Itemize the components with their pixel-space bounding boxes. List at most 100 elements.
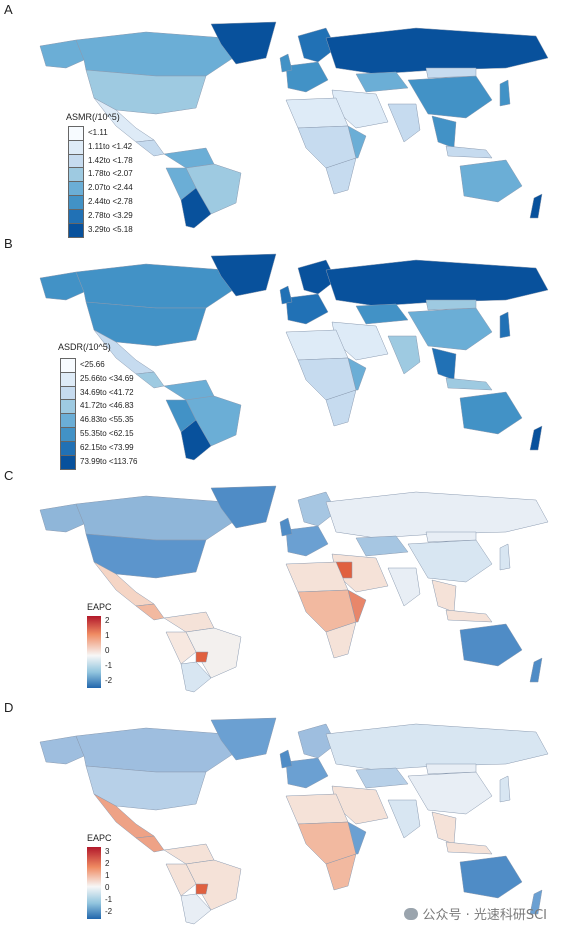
india xyxy=(387,567,421,607)
uk xyxy=(279,53,293,73)
legend-swatch xyxy=(68,222,84,238)
southern-africa xyxy=(325,853,357,891)
southeast-asia xyxy=(431,811,457,845)
legend-swatch xyxy=(60,413,76,429)
east-africa xyxy=(347,821,367,855)
legend-label: 46.83to <55.35 xyxy=(80,415,134,425)
argentina xyxy=(180,661,212,693)
kazakhstan xyxy=(355,535,409,557)
legend-title: EAPC xyxy=(87,602,112,612)
legend-label: 62.15to <73.99 xyxy=(80,442,134,452)
uk xyxy=(279,517,293,537)
legend-swatch xyxy=(68,167,84,183)
china xyxy=(407,771,493,815)
canada xyxy=(75,495,237,541)
alaska xyxy=(39,271,85,301)
mongolia xyxy=(425,299,477,311)
legend-swatch xyxy=(60,454,76,470)
legend-swatch xyxy=(60,399,76,415)
legend-label: 34.69to <41.72 xyxy=(80,387,134,397)
russia xyxy=(325,27,549,75)
africa xyxy=(285,97,367,195)
legend-tick: 0 xyxy=(105,646,110,655)
panel-c: C EAPC 2 1 0 -1 -2 xyxy=(0,464,561,696)
legend-swatch xyxy=(60,371,76,387)
western-europe xyxy=(285,757,329,789)
color-gradient-bar xyxy=(87,616,101,688)
panel-label: D xyxy=(4,700,14,715)
legend-swatch xyxy=(60,427,76,442)
japan xyxy=(499,311,511,339)
western-europe xyxy=(285,525,329,557)
new-zealand xyxy=(529,425,543,451)
india xyxy=(387,103,421,143)
legend-label: 55.35to <62.15 xyxy=(80,429,134,438)
legend-swatch xyxy=(68,208,84,224)
mongolia xyxy=(425,763,477,775)
legend-swatch xyxy=(60,358,76,373)
color-gradient-bar xyxy=(87,847,101,919)
legend-label: 41.72to <46.83 xyxy=(80,401,134,411)
argentina xyxy=(180,419,212,461)
central-america xyxy=(135,603,165,621)
legend-tick: 3 xyxy=(105,847,110,856)
legend-title: ASDR(/10^5) xyxy=(58,342,111,352)
russia xyxy=(325,723,549,771)
wechat-icon xyxy=(404,908,419,920)
alaska xyxy=(39,503,85,533)
choropleth-map-eapc xyxy=(39,717,549,925)
legend-label: 2.44to <2.78 xyxy=(88,197,133,206)
legend-swatch xyxy=(60,385,76,401)
choropleth-map-asdr xyxy=(39,253,549,461)
panel-a: A xyxy=(0,0,561,250)
indonesia xyxy=(445,145,493,159)
panel-label: A xyxy=(4,2,13,17)
uk xyxy=(279,749,293,769)
greenland xyxy=(210,253,277,297)
kazakhstan xyxy=(355,303,409,325)
central-america xyxy=(135,371,165,389)
kazakhstan xyxy=(355,767,409,789)
indonesia xyxy=(445,841,493,855)
legend-label: <1.11 xyxy=(88,128,108,137)
argentina xyxy=(180,187,212,229)
legend-tick: 1 xyxy=(105,631,110,640)
legend-title: EAPC xyxy=(87,833,112,843)
russia xyxy=(325,259,549,307)
scandinavia xyxy=(297,259,337,295)
new-zealand xyxy=(529,889,543,915)
panel-label: B xyxy=(4,236,13,251)
paraguay xyxy=(195,883,209,895)
india xyxy=(387,335,421,375)
legend-swatch xyxy=(60,440,76,456)
legend-tick: 2 xyxy=(105,859,110,868)
east-africa xyxy=(347,357,367,391)
greenland xyxy=(210,717,277,761)
india xyxy=(387,799,421,839)
central-america xyxy=(135,835,165,853)
new-zealand xyxy=(529,657,543,683)
japan xyxy=(499,775,511,803)
legend-swatch xyxy=(68,126,84,141)
legend-label: 1.11to <1.42 xyxy=(88,141,133,151)
legend-tick: -2 xyxy=(105,676,113,685)
australia xyxy=(459,623,523,667)
canada xyxy=(75,263,237,309)
southern-africa xyxy=(325,157,357,195)
southeast-asia xyxy=(431,115,457,149)
choropleth-map-asmr xyxy=(39,21,549,229)
southeast-asia xyxy=(431,579,457,613)
legend-label: 25.66to <34.69 xyxy=(80,373,134,383)
canada xyxy=(75,727,237,773)
legend-label: 3.29to <5.18 xyxy=(88,224,133,234)
panel-label: C xyxy=(4,468,14,483)
central-america xyxy=(135,139,165,157)
legend-label: 2.78to <3.29 xyxy=(88,210,133,220)
north-america xyxy=(39,21,277,157)
russia xyxy=(325,491,549,539)
europe xyxy=(279,27,337,93)
legend-label: 73.99to <113.76 xyxy=(80,456,138,466)
panel-b: B ASDR(/10^5) <25.66 25.66to <34.69 34.69t… xyxy=(0,232,561,470)
paraguay xyxy=(195,651,209,663)
legend-title: ASMR(/10^5) xyxy=(66,112,120,122)
